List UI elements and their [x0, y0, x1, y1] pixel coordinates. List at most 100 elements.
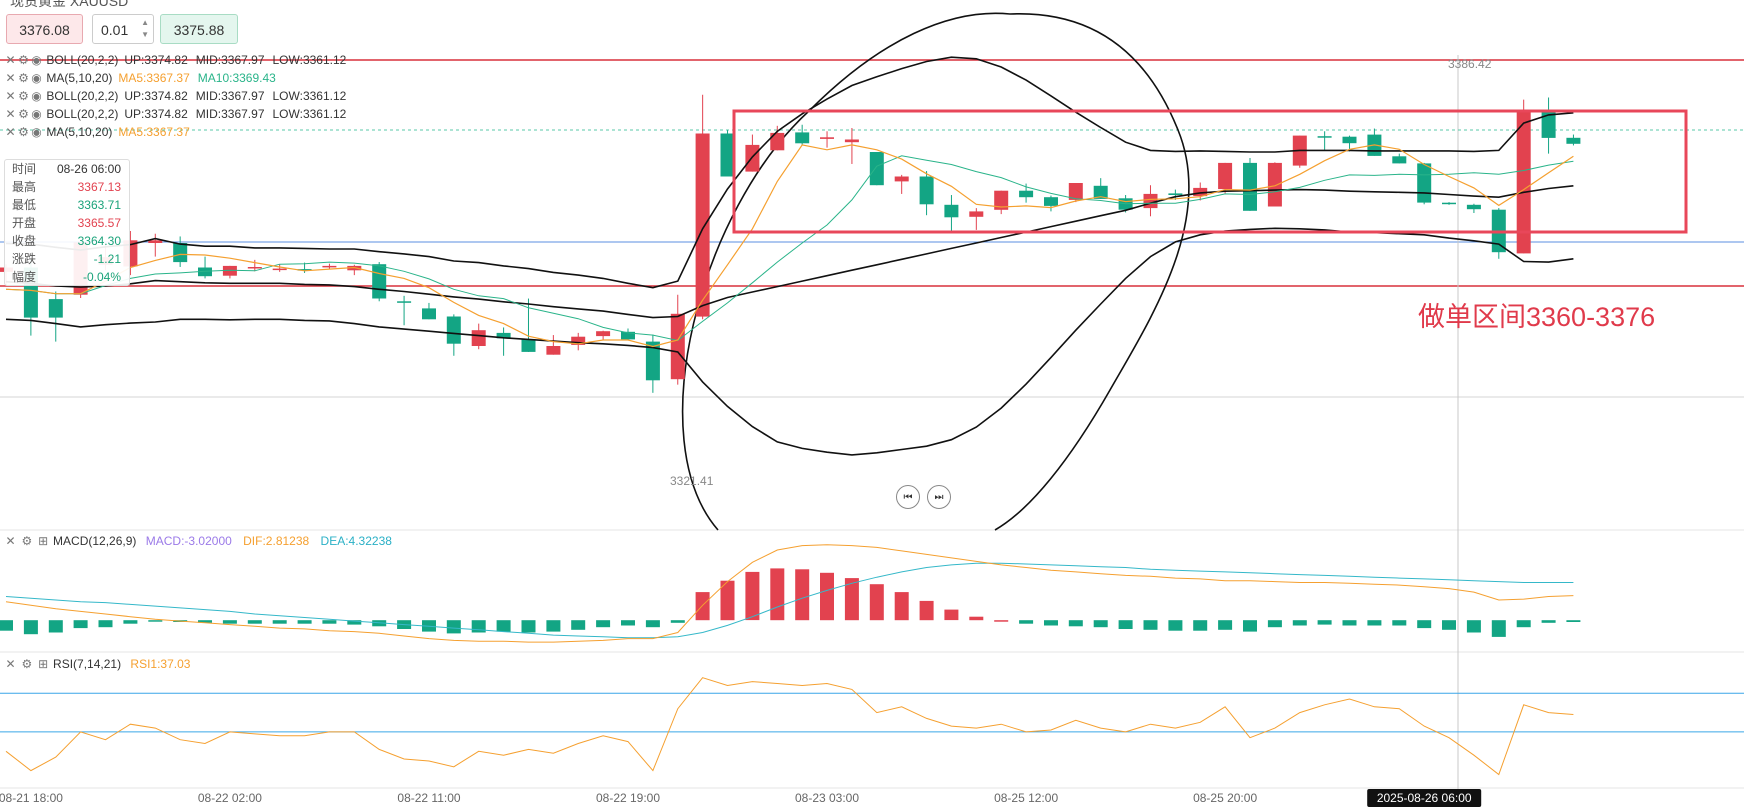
macd-histogram-bar: [645, 620, 660, 628]
indicator-value: UP:3374.82: [124, 53, 188, 67]
macd-histogram-bar: [994, 620, 1009, 622]
high-price-label: 3386.42: [1448, 57, 1492, 71]
buy-price-button[interactable]: 3375.88: [160, 14, 238, 44]
indicator-value: UP:3374.82: [124, 89, 188, 103]
macd-histogram-bar: [1267, 620, 1282, 628]
macd-histogram-bar: [720, 580, 735, 621]
candle-body: [969, 211, 984, 217]
macd-histogram-bar: [770, 568, 785, 621]
macd-histogram-bar: [944, 609, 959, 621]
x-tick-label: 08-22 19:00: [596, 791, 660, 805]
candle-body: [173, 243, 188, 263]
close-icon[interactable]: ✕: [5, 53, 16, 67]
gear-icon[interactable]: ⚙: [21, 657, 33, 671]
low-price-label: 3321.41: [670, 474, 714, 488]
rsi-legend: ✕ ⚙ ⊞ RSI(7,14,21) RSI1:37.03: [4, 656, 198, 672]
macd-histogram-bar: [1417, 620, 1432, 629]
info-row: 时间 08-26 06:00: [5, 160, 129, 178]
sell-price-button[interactable]: 3376.08: [6, 14, 83, 44]
macd-histogram-bar: [571, 620, 586, 630]
trade-range-annotation: 做单区间3360-3376: [1418, 302, 1656, 332]
gear-icon[interactable]: ⚙: [18, 107, 29, 121]
quantity-value: 0.01: [101, 22, 129, 38]
gear-icon[interactable]: ⚙: [18, 89, 29, 103]
macd-histogram-bar: [1093, 620, 1108, 628]
macd-histogram-bar: [1143, 620, 1158, 630]
close-icon[interactable]: ✕: [5, 534, 16, 548]
x-tick-label: 08-25 20:00: [1193, 791, 1257, 805]
ma10-line: [5, 155, 1574, 342]
x-tick-label: 2025-08-26 06:00: [1377, 791, 1472, 805]
candle-body: [1417, 163, 1432, 203]
macd-histogram-bar: [48, 620, 63, 633]
gear-icon[interactable]: ⚙: [18, 125, 29, 139]
macd-histogram-bar: [1292, 620, 1307, 626]
candle-body: [695, 133, 710, 317]
macd-histogram-bar: [596, 620, 611, 628]
stepper-arrows-icon[interactable]: ▲ ▼: [141, 18, 149, 39]
info-value: 08-26 06:00: [56, 162, 121, 176]
close-icon[interactable]: ✕: [5, 125, 16, 139]
macd-histogram-bar: [1367, 620, 1382, 626]
indicator-value: UP:3374.82: [124, 107, 188, 121]
candle-body: [372, 264, 387, 299]
candle-body: [322, 265, 337, 268]
indicator-name: BOLL(20,2,2): [46, 53, 119, 67]
info-value: 3365.57: [77, 216, 121, 230]
top-title-bar: 现货黄金 XAUUSD: [0, 0, 1744, 12]
macd-histogram-bar: [820, 572, 834, 621]
eye-icon[interactable]: ◉: [31, 89, 42, 103]
close-icon[interactable]: ✕: [5, 89, 16, 103]
info-row: 幅度 -0.04%: [5, 268, 129, 286]
candle-body: [1267, 162, 1282, 207]
macd-histogram-bar: [1541, 620, 1556, 623]
x-tick-label: 08-22 11:00: [397, 791, 460, 805]
gear-icon[interactable]: ⚙: [18, 53, 29, 67]
gear-icon[interactable]: ⚙: [18, 71, 29, 85]
expand-icon[interactable]: ⊞: [38, 657, 49, 671]
info-row: 最低 3363.71: [5, 196, 129, 214]
macd-histogram-bar: [670, 620, 685, 623]
candle-body: [1193, 187, 1208, 197]
info-value: -0.04%: [82, 270, 121, 284]
eye-icon[interactable]: ◉: [31, 125, 42, 139]
quantity-stepper[interactable]: 0.01 ▲ ▼: [92, 14, 154, 44]
macd-histogram-bar: [297, 620, 312, 624]
close-icon[interactable]: ✕: [5, 657, 16, 671]
candle-body: [148, 240, 163, 243]
gear-icon[interactable]: ⚙: [21, 534, 33, 548]
macd-histogram-bar: [795, 569, 810, 621]
indicator-value: MA5:3367.37: [118, 125, 190, 139]
macd-histogram-bar: [1068, 620, 1083, 627]
eye-icon[interactable]: ◉: [31, 107, 42, 121]
eye-icon[interactable]: ◉: [31, 71, 42, 85]
indicator-row: ✕ ⚙ ◉ BOLL(20,2,2) UP:3374.82 MID:3367.97 LOW…: [4, 52, 354, 68]
macd-histogram-bar: [1317, 620, 1332, 625]
expand-icon[interactable]: ⊞: [38, 534, 49, 548]
macd-histogram-bar: [894, 592, 909, 621]
candle-body: [869, 152, 884, 186]
macd-name: MACD(12,26,9): [53, 534, 137, 548]
indicator-value: MID:3367.97: [195, 53, 265, 67]
macd-histogram-bar: [1019, 620, 1034, 624]
indicator-value: MID:3367.97: [195, 89, 265, 103]
boll-mid-line: [5, 185, 1574, 319]
scroll-left-button[interactable]: ⏮: [896, 485, 920, 509]
candle-body: [994, 190, 1009, 210]
x-tick-label: 08-25 12:00: [994, 791, 1058, 805]
indicator-value: LOW:3361.12: [272, 53, 347, 67]
candle-body: [919, 176, 934, 205]
macd-histogram-bar: [198, 620, 212, 623]
scroll-right-button[interactable]: ⏭: [927, 485, 951, 509]
candle-body: [571, 336, 586, 345]
candle-body: [745, 144, 760, 172]
eye-icon[interactable]: ◉: [31, 53, 42, 67]
close-icon[interactable]: ✕: [5, 71, 16, 85]
candle-body: [198, 267, 212, 277]
candle-body: [1019, 190, 1034, 198]
candle-body: [446, 316, 461, 344]
indicator-name: MA(5,10,20): [46, 71, 113, 85]
macd-histogram-bar: [222, 620, 237, 624]
info-label: 涨跌: [12, 252, 37, 266]
close-icon[interactable]: ✕: [5, 107, 16, 121]
